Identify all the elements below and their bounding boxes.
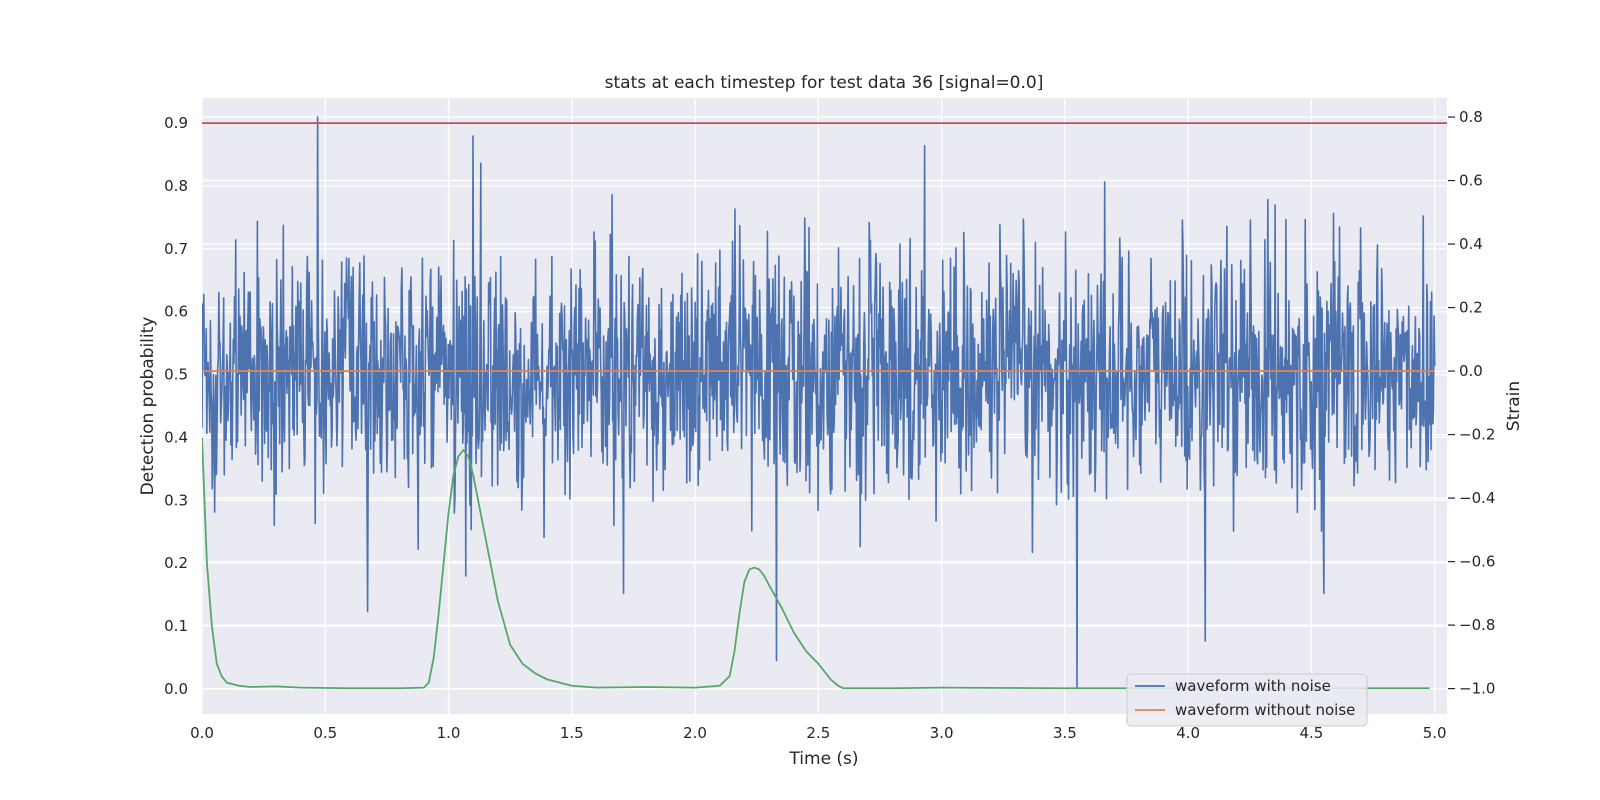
- legend-label-waveform-without-noise: waveform without noise: [1175, 701, 1355, 719]
- y-right-tick-label: 0.0: [1459, 362, 1483, 380]
- x-tick-label: 5.0: [1423, 724, 1447, 742]
- y-right-tick-label: −0.4: [1459, 489, 1495, 507]
- y-left-tick-label: 0.7: [164, 240, 188, 258]
- y-left-tick-label: 0.5: [164, 366, 188, 384]
- series-detection-probability: [202, 437, 1430, 690]
- x-tick-label: 3.5: [1053, 724, 1077, 742]
- y-right-tick-label: 0.8: [1459, 108, 1483, 126]
- y-axis-left-label: Detection probability: [138, 317, 158, 496]
- x-axis-label: Time (s): [788, 749, 858, 769]
- y-left-tick-label: 0.9: [164, 114, 188, 132]
- x-tick-label: 4.5: [1299, 724, 1323, 742]
- series-waveform-with-noise: [202, 116, 1436, 690]
- y-left-tick-label: 0.1: [164, 617, 188, 635]
- y-right-tick-label: −0.6: [1459, 553, 1495, 571]
- legend-box: [1126, 673, 1368, 727]
- y-axis-right-label: Strain: [1504, 381, 1524, 431]
- y-right-tick-label: 0.4: [1459, 235, 1483, 253]
- x-tick-label: 0.0: [190, 724, 214, 742]
- x-tick-label: 2.0: [683, 724, 707, 742]
- x-axis: 0.0 0.5 1.0 1.5 2.0 2.5 3.0 3.5 4.0 4.5 5.0: [190, 724, 1447, 742]
- chart-title: stats at each timestep for test data 36 …: [605, 73, 1044, 93]
- y-left-tick-label: 0.3: [164, 491, 188, 509]
- y-left-tick-label: 0.4: [164, 428, 188, 446]
- y-left-tick-label: 0.6: [164, 303, 188, 321]
- y-left-tick-label: 0.8: [164, 177, 188, 195]
- y-right-tick-label: 0.2: [1459, 299, 1483, 317]
- x-tick-label: 2.5: [806, 724, 830, 742]
- x-tick-label: 0.5: [313, 724, 337, 742]
- x-tick-label: 1.0: [437, 724, 461, 742]
- legend: waveform with noise waveform without noi…: [1126, 673, 1368, 727]
- x-tick-label: 3.0: [930, 724, 954, 742]
- y-right-tick-label: −0.2: [1459, 426, 1495, 444]
- y-left-tick-label: 0.2: [164, 554, 188, 572]
- y-axis-right: −1.0 −0.8 −0.6 −0.4 −0.2 0.0 0.2 0.4 0.6 0.8: [1448, 108, 1495, 698]
- y-left-tick-label: 0.0: [164, 680, 188, 698]
- y-right-tick-label: −1.0: [1459, 680, 1495, 698]
- y-axis-left: 0.0 0.1 0.2 0.3 0.4 0.5 0.6 0.7 0.8 0.9: [164, 114, 188, 698]
- x-tick-label: 1.5: [560, 724, 584, 742]
- legend-label-waveform-with-noise: waveform with noise: [1175, 677, 1331, 695]
- y-right-tick-label: −0.8: [1459, 616, 1495, 634]
- x-tick-label: 4.0: [1176, 724, 1200, 742]
- series-layer: [202, 116, 1447, 690]
- y-right-tick-label: 0.6: [1459, 172, 1483, 190]
